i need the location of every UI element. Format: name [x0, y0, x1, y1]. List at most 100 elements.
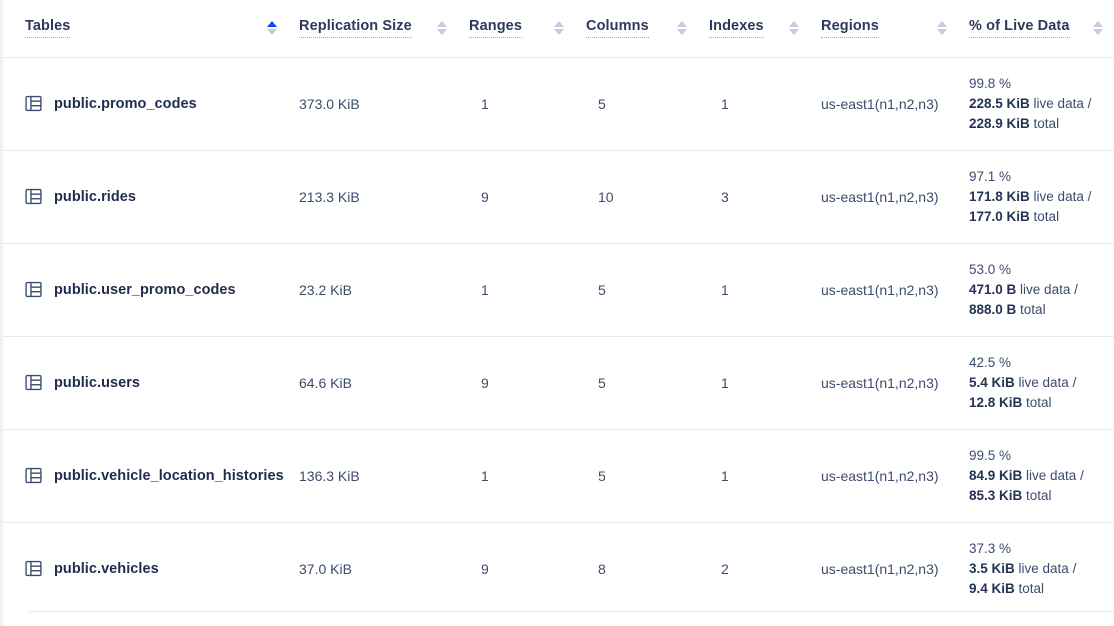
cell-percent-live-data: 99.8 % 228.5 KiB live data /228.9 KiB tot… — [961, 57, 1114, 150]
cell-indexes-value: 1 — [721, 281, 729, 298]
cell-table-name: public.users — [3, 336, 291, 429]
table-header: Tables Replication Size Ranges Columns Index… — [3, 0, 1114, 57]
total-data-size: 177.0 KiB — [969, 208, 1030, 224]
live-data-size: 228.5 KiB — [969, 95, 1030, 111]
cell-ranges: 1 — [461, 429, 578, 522]
column-header-label: Ranges — [469, 18, 522, 39]
column-header-size[interactable]: Replication Size — [291, 0, 461, 57]
live-data-size-line: 5.4 KiB live data / — [969, 373, 1111, 393]
live-data-percent: 37.3 % — [969, 540, 1012, 556]
cell-regions: us-east1(n1,n2,n3) — [813, 336, 961, 429]
table-name-link[interactable]: public.rides — [54, 188, 136, 205]
live-data-size-suffix: live data / — [1014, 560, 1077, 576]
column-header-name[interactable]: Tables — [3, 0, 291, 57]
table-icon — [25, 374, 42, 391]
cell-table-name: public.vehicle_location_histories — [3, 429, 291, 522]
cell-columns: 5 — [578, 336, 701, 429]
table-name-link[interactable]: public.user_promo_codes — [54, 281, 236, 298]
cell-ranges-value: 1 — [481, 281, 489, 298]
cell-ranges-value: 9 — [481, 374, 489, 391]
table-name-link[interactable]: public.users — [54, 374, 141, 391]
cell-replication-size: 136.3 KiB — [291, 429, 461, 522]
cell-indexes-value: 2 — [721, 560, 729, 577]
cell-replication-size-value: 37.0 KiB — [299, 560, 352, 577]
table-row[interactable]: public.promo_codes 373.0 KiB 1 5 1 us-east1(n… — [3, 57, 1114, 150]
column-header-label: Replication Size — [299, 18, 412, 39]
cell-indexes: 1 — [701, 57, 813, 150]
sort-caret-icon[interactable] — [553, 21, 564, 36]
cell-columns: 5 — [578, 57, 701, 150]
cell-replication-size-value: 213.3 KiB — [299, 188, 360, 205]
cell-replication-size: 23.2 KiB — [291, 243, 461, 336]
cell-regions: us-east1(n1,n2,n3) — [813, 429, 961, 522]
cell-columns-value: 5 — [598, 374, 606, 391]
cell-regions-value: us-east1(n1,n2,n3) — [821, 374, 939, 391]
table-name-link[interactable]: public.vehicles — [54, 560, 159, 577]
live-data-size-suffix: live data / — [1016, 281, 1078, 297]
total-data-size-line: 12.8 KiB total — [969, 393, 1111, 413]
cell-columns-value: 5 — [598, 95, 606, 112]
table-row[interactable]: public.rides 213.3 KiB 9 10 3 us-east1(n1,n2,… — [3, 150, 1114, 243]
sort-caret-icon[interactable] — [788, 21, 799, 36]
table-header-row: Tables Replication Size Ranges Columns Index… — [3, 0, 1114, 57]
sort-caret-icon[interactable] — [936, 21, 947, 36]
cell-replication-size: 373.0 KiB — [291, 57, 461, 150]
cell-ranges: 1 — [461, 57, 578, 150]
cell-table-name: public.vehicles — [3, 522, 291, 615]
table-name-link[interactable]: public.promo_codes — [54, 95, 197, 112]
cell-indexes: 2 — [701, 522, 813, 615]
cell-indexes: 1 — [701, 336, 813, 429]
cell-indexes-value: 1 — [721, 374, 729, 391]
cell-columns: 5 — [578, 243, 701, 336]
table-icon — [25, 561, 42, 577]
column-header-regions[interactable]: Regions — [813, 0, 961, 57]
total-data-size-suffix: total — [1022, 487, 1052, 503]
cell-regions: us-east1(n1,n2,n3) — [813, 522, 961, 615]
cell-columns-value: 10 — [598, 188, 614, 205]
cell-ranges: 9 — [461, 336, 578, 429]
total-data-size-line: 85.3 KiB total — [969, 486, 1111, 506]
table-icon — [25, 281, 42, 298]
table-row[interactable]: public.users 64.6 KiB 9 5 1 us-east1(n1,n2,n3… — [3, 336, 1114, 429]
live-data-size: 171.8 KiB — [969, 188, 1030, 204]
live-data-size: 471.0 B — [969, 281, 1017, 297]
cell-columns-value: 5 — [598, 281, 606, 298]
table-row[interactable]: public.vehicle_location_histories 136.3 K… — [3, 429, 1114, 522]
sort-caret-icon[interactable] — [436, 21, 447, 36]
sort-caret-icon[interactable] — [676, 21, 687, 36]
sort-caret-icon[interactable] — [1092, 21, 1103, 36]
cell-ranges: 9 — [461, 150, 578, 243]
total-data-size: 12.8 KiB — [969, 394, 1023, 410]
live-data-size-line: 471.0 B live data / — [969, 280, 1111, 300]
cell-ranges-value: 1 — [481, 467, 489, 484]
database-tables-table: Tables Replication Size Ranges Columns Index… — [3, 0, 1114, 615]
cell-regions-value: us-east1(n1,n2,n3) — [821, 188, 939, 205]
column-header-ranges[interactable]: Ranges — [461, 0, 578, 57]
total-data-size: 228.9 KiB — [969, 115, 1030, 131]
cell-indexes: 1 — [701, 429, 813, 522]
total-data-size-suffix: total — [1029, 208, 1060, 224]
sort-caret-icon[interactable] — [266, 21, 277, 36]
cell-columns: 8 — [578, 522, 701, 615]
live-data-size-line: 84.9 KiB live data / — [969, 466, 1111, 486]
table-name-link[interactable]: public.vehicle_location_histories — [54, 467, 284, 484]
cell-table-name: public.rides — [3, 150, 291, 243]
cell-ranges: 1 — [461, 243, 578, 336]
live-data-size-line: 3.5 KiB live data / — [969, 559, 1111, 579]
table-row[interactable]: public.vehicles 37.0 KiB 9 8 2 us-east1(n1,n2… — [3, 522, 1114, 615]
column-header-live[interactable]: % of Live Data — [961, 0, 1114, 57]
total-data-size-line: 177.0 KiB total — [969, 207, 1111, 227]
column-header-label: Indexes — [709, 18, 764, 39]
cell-columns: 5 — [578, 429, 701, 522]
cell-ranges-value: 9 — [481, 188, 489, 205]
cell-percent-live-data: 99.5 % 84.9 KiB live data /85.3 KiB total — [961, 429, 1114, 522]
cell-replication-size-value: 23.2 KiB — [299, 281, 352, 298]
live-data-percent: 97.1 % — [969, 168, 1012, 184]
cell-percent-live-data: 97.1 % 171.8 KiB live data /177.0 KiB tot… — [961, 150, 1114, 243]
column-header-label: Tables — [25, 18, 71, 39]
column-header-indexes[interactable]: Indexes — [701, 0, 813, 57]
column-header-columns[interactable]: Columns — [578, 0, 701, 57]
total-data-size-line: 228.9 KiB total — [969, 114, 1111, 134]
table-row[interactable]: public.user_promo_codes 23.2 KiB 1 5 1 us-eas… — [3, 243, 1114, 336]
